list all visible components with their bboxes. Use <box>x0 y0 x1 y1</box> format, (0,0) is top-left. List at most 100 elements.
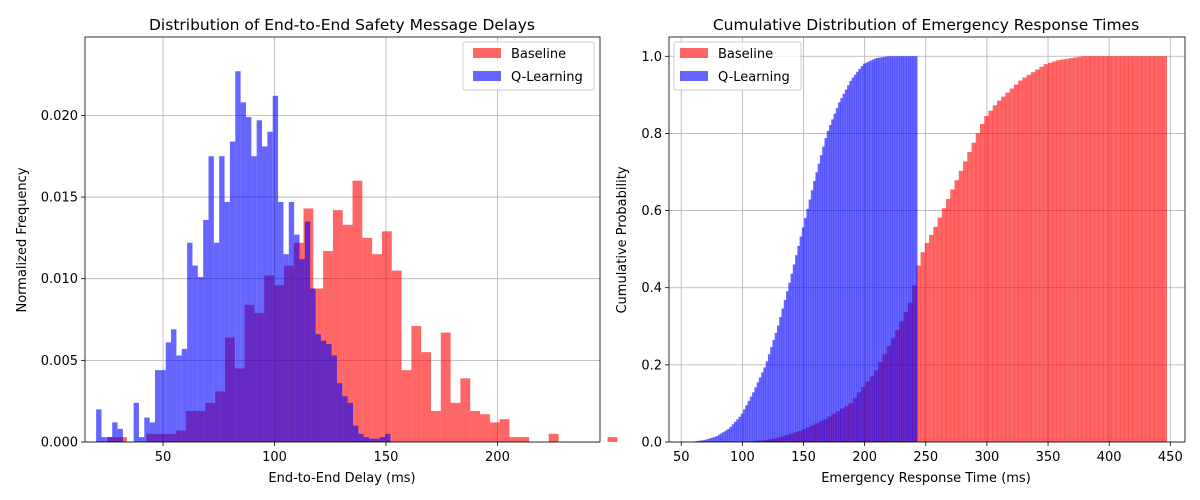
cdf-bar <box>908 56 911 443</box>
cdf-bar <box>740 413 744 442</box>
cdf-bar <box>996 100 1002 442</box>
cdf-bar <box>954 180 960 442</box>
histogram-bar <box>358 433 364 442</box>
legend-swatch-baseline <box>473 48 501 58</box>
cdf-bar <box>790 273 794 442</box>
cdf-bar <box>700 440 703 442</box>
cdf-bar <box>929 234 934 442</box>
cdf-bar <box>840 98 843 443</box>
cdf-bar <box>1124 56 1129 443</box>
cdf-bar <box>1064 58 1070 442</box>
histogram-bar <box>160 370 166 442</box>
cdf-bar <box>747 400 751 442</box>
histogram-bar <box>326 344 332 442</box>
histogram-bar <box>440 332 451 442</box>
cdf-bar <box>792 264 796 442</box>
cdf-bar <box>1026 74 1032 442</box>
histogram-bar <box>304 221 311 442</box>
histogram-bar <box>372 254 382 442</box>
cdf-bar <box>881 57 884 443</box>
cdf-bar <box>842 93 846 442</box>
cdf-bar <box>1136 56 1142 443</box>
legend-swatch-qlearning <box>473 71 501 81</box>
cdf-bar <box>713 436 717 442</box>
cdf-bar <box>799 236 803 442</box>
cdf-bar <box>761 372 764 442</box>
cdf-bar <box>937 217 943 442</box>
cdf-bar <box>767 354 771 442</box>
cdf-bar <box>1052 61 1057 442</box>
histogram-bar <box>331 355 337 442</box>
cdf-bar <box>910 56 913 443</box>
y-tick-label: 0.020 <box>41 109 78 124</box>
x-tick-label: 250 <box>913 450 938 465</box>
x-tick-label: 150 <box>374 450 399 465</box>
legend-label-baseline: Baseline <box>511 47 566 62</box>
bars-qlearning <box>96 71 391 443</box>
bars-qlearning <box>691 56 918 443</box>
cdf-bar <box>903 56 907 443</box>
cdf-bar <box>727 428 730 442</box>
cdf-bar <box>772 339 776 442</box>
cdf-bar <box>1162 56 1167 443</box>
histogram-bar <box>197 277 204 442</box>
cdf-bar <box>756 382 760 442</box>
cdf-bar <box>774 332 778 442</box>
histogram-bar <box>411 326 422 442</box>
cdf-bar <box>779 317 782 442</box>
histogram-bar <box>288 201 295 442</box>
cdf-bar <box>1103 56 1108 443</box>
cdf-bar <box>781 308 785 442</box>
y-tick-label: 0.0 <box>641 436 662 451</box>
cdf-bar <box>831 119 834 442</box>
histogram-bar <box>176 355 182 442</box>
cdf-bar <box>828 125 832 443</box>
x-tick-label: 450 <box>1158 450 1183 465</box>
histogram-bar <box>149 422 156 442</box>
histogram-bar <box>229 141 236 443</box>
y-axis-label: Normalized Frequency <box>15 167 30 312</box>
cdf-bar <box>901 56 904 443</box>
cdf-bar <box>878 57 882 443</box>
cdf-bar <box>858 69 861 442</box>
histogram-bar <box>112 422 118 442</box>
cdf-bar <box>984 116 989 442</box>
cdf-bar <box>752 392 755 442</box>
y-tick-label: 0.005 <box>41 354 78 369</box>
cdf-bar <box>718 434 721 442</box>
cdf-bar <box>896 56 900 443</box>
cdf-bar <box>813 180 816 443</box>
cdf-bar <box>838 102 841 442</box>
cdf-bar <box>1005 92 1010 442</box>
cdf-bar <box>1153 56 1159 443</box>
x-axis-label: Emergency Response Time (ms) <box>821 471 1031 486</box>
histogram-bar <box>489 422 500 442</box>
cdf-bar <box>869 60 873 443</box>
cdf-bar <box>822 146 825 442</box>
cdf-bar <box>894 56 898 443</box>
cdf-bar <box>1035 69 1040 442</box>
cdf-bar <box>844 89 848 442</box>
histogram-bar <box>267 131 273 442</box>
legend: Baseline Q-Learning <box>673 41 802 91</box>
cdf-bar <box>733 421 737 442</box>
cdf-bar <box>1043 64 1049 443</box>
cdf-bar <box>883 56 886 442</box>
histogram-bar <box>519 437 530 442</box>
cdf-bar <box>783 299 787 442</box>
cdf-bar <box>1115 56 1121 443</box>
histogram-bar <box>165 342 172 442</box>
histogram-bar <box>385 433 391 442</box>
cdf-bar <box>704 439 708 442</box>
cdf-bar <box>731 424 735 442</box>
histogram-bar <box>391 270 402 442</box>
cdf-bar <box>745 405 748 442</box>
histogram-bar <box>294 234 300 442</box>
cdf-bar <box>702 440 705 442</box>
cdf-bar <box>1111 56 1117 443</box>
x-tick-label: 350 <box>1036 450 1061 465</box>
cdf-bar <box>722 431 726 442</box>
histogram-bar <box>362 237 373 442</box>
x-tick-label: 50 <box>673 450 690 465</box>
histogram-bar <box>117 428 123 442</box>
